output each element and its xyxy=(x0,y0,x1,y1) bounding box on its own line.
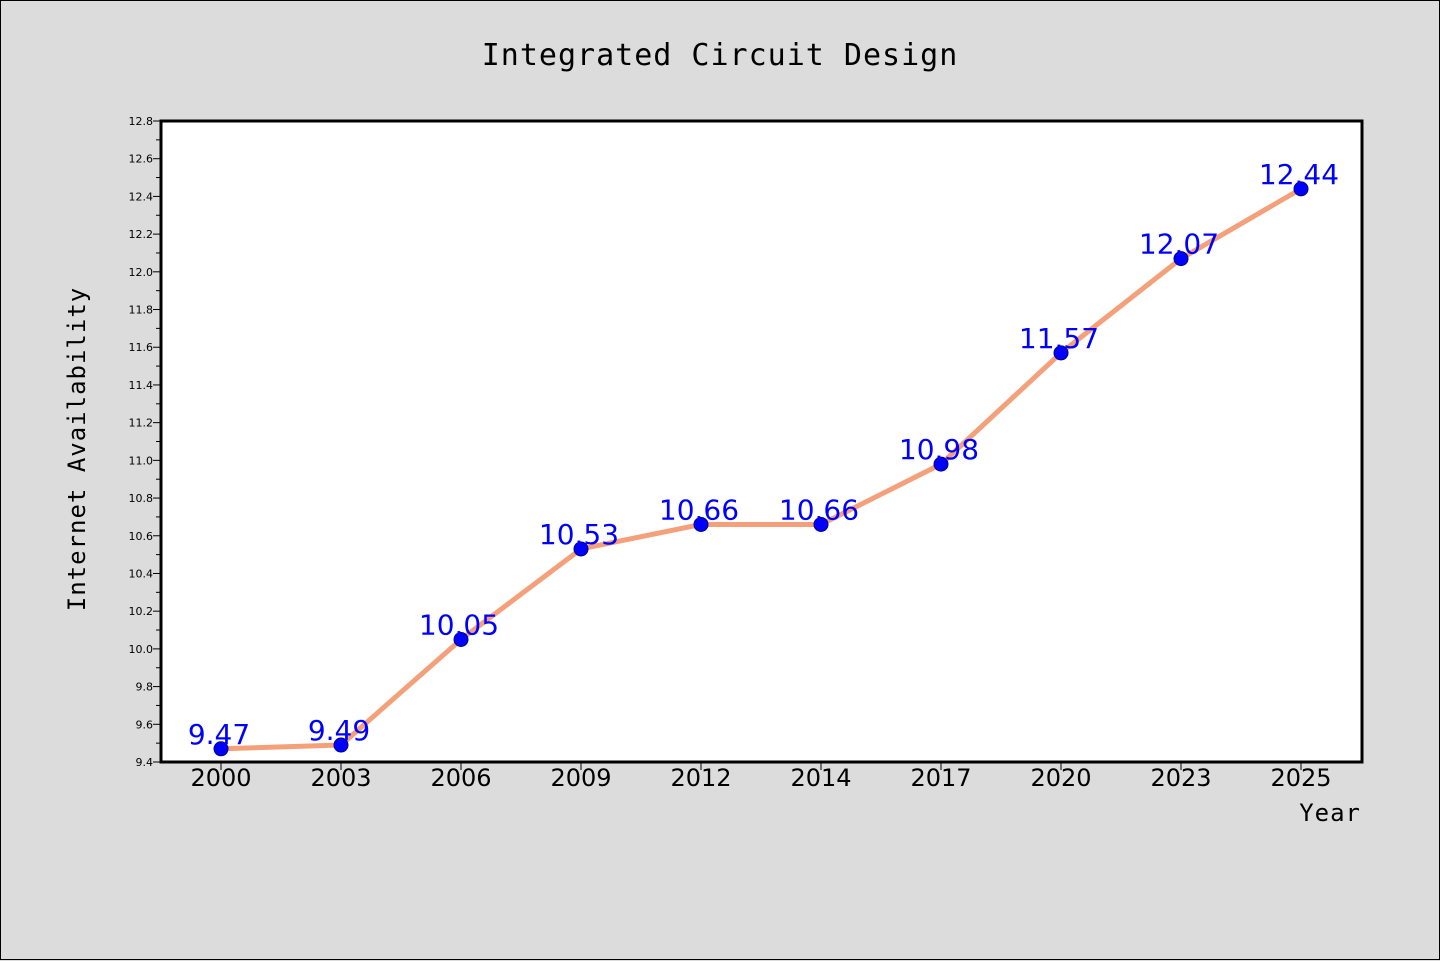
data-label: 10.66 xyxy=(659,493,739,526)
data-point xyxy=(693,516,709,532)
y-tick-label: 11.2 xyxy=(129,417,154,430)
y-tick-label: 10.2 xyxy=(129,605,154,618)
x-tick-label: 2006 xyxy=(430,764,491,792)
data-label: 10.66 xyxy=(779,493,859,526)
data-label: 11.57 xyxy=(1019,322,1099,355)
data-point xyxy=(453,631,469,647)
data-point xyxy=(1173,251,1189,267)
y-tick-label: 12.4 xyxy=(129,190,154,203)
x-tick-label: 2012 xyxy=(670,764,731,792)
y-tick-label: 11.6 xyxy=(129,341,154,354)
y-tick-label: 12.0 xyxy=(129,266,154,279)
y-tick-label: 11.4 xyxy=(129,379,154,392)
data-label: 9.47 xyxy=(188,718,250,751)
data-label: 12.07 xyxy=(1139,228,1219,261)
data-point xyxy=(333,737,349,753)
x-tick-label: 2023 xyxy=(1150,764,1211,792)
data-point xyxy=(1293,181,1309,197)
y-tick-label: 9.4 xyxy=(136,756,154,769)
x-tick-label: 2014 xyxy=(790,764,851,792)
data-label: 12.44 xyxy=(1259,158,1339,191)
y-tick-label: 11.0 xyxy=(129,454,154,467)
data-point xyxy=(933,456,949,472)
data-point xyxy=(213,741,229,757)
data-point xyxy=(573,541,589,557)
data-label: 9.49 xyxy=(308,714,370,747)
y-tick-label: 12.6 xyxy=(129,153,154,166)
x-axis: 2000 2003 2006 2009 2012 2014 2017 2020 2023 2025 xyxy=(190,763,1332,792)
plot-area xyxy=(159,119,1364,764)
series-line xyxy=(218,186,1304,752)
x-tick-label: 2003 xyxy=(310,764,371,792)
y-tick-label: 9.8 xyxy=(136,681,154,694)
chart-title: Integrated Circuit Design xyxy=(482,38,959,73)
x-tick-label: 2009 xyxy=(550,764,611,792)
data-point xyxy=(1053,345,1069,361)
data-labels: 9.47 9.49 10.05 10.53 10.66 10.66 10.98 11.57 12… xyxy=(188,158,1339,751)
x-tick-label: 2025 xyxy=(1270,764,1331,792)
y-tick-label: 9.6 xyxy=(136,718,154,731)
data-label: 10.98 xyxy=(899,433,979,466)
y-tick-label: 12.2 xyxy=(129,228,154,241)
y-tick-label: 12.8 xyxy=(129,115,154,128)
x-axis-label: Year xyxy=(1299,799,1361,827)
x-tick-label: 2020 xyxy=(1030,764,1091,792)
y-axis: 9.4 9.6 9.8 10.0 10.2 10.4 10.6 10.8 11.0 11.2 11.… xyxy=(129,115,160,769)
data-label: 10.05 xyxy=(419,608,499,641)
series-group xyxy=(213,181,1309,757)
x-tick-label: 2017 xyxy=(910,764,971,792)
y-tick-label: 10.6 xyxy=(129,530,154,543)
data-point xyxy=(813,516,829,532)
y-tick-label: 10.0 xyxy=(129,643,154,656)
y-tick-label: 10.8 xyxy=(129,492,154,505)
y-tick-label: 11.8 xyxy=(129,304,154,317)
data-label: 10.53 xyxy=(539,518,619,551)
y-tick-label: 10.4 xyxy=(129,567,154,580)
x-tick-label: 2000 xyxy=(190,764,251,792)
y-axis-label: Internet Availability xyxy=(63,287,91,611)
